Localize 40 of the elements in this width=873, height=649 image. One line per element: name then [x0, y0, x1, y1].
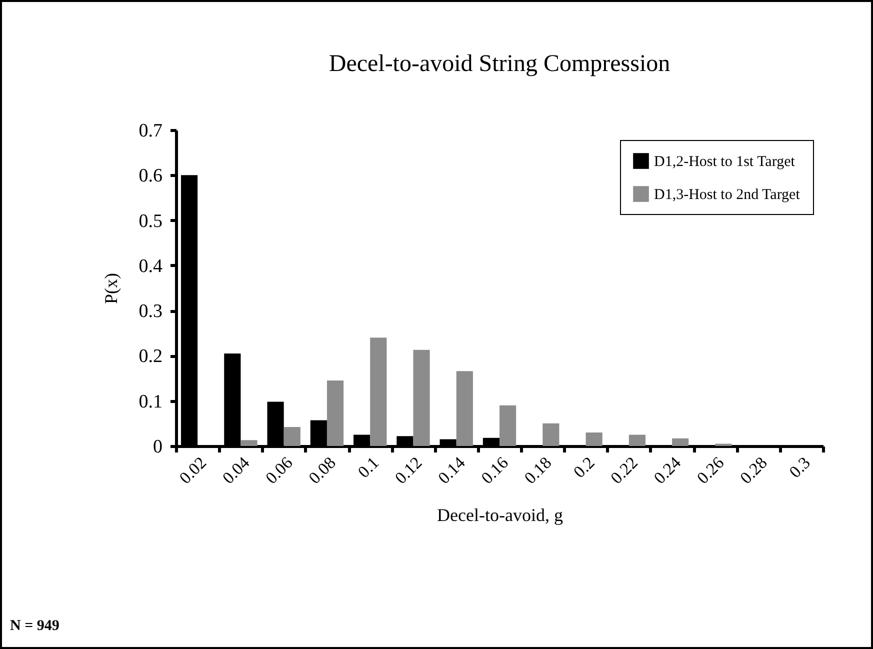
x-tick-label: 0.28	[736, 453, 771, 488]
chart-title: Decel-to-avoid String Compression	[328, 51, 670, 77]
x-tick-label: 0.08	[305, 453, 340, 488]
legend-label: D1,3-Host to 2nd Target	[654, 187, 801, 203]
x-tick-label: 0.2	[570, 453, 598, 482]
y-tick-label: 0.7	[138, 120, 162, 142]
y-tick-label: 0.6	[138, 166, 162, 187]
bar	[456, 371, 473, 446]
bar	[413, 350, 430, 446]
y-tick-label: 0.5	[138, 210, 162, 232]
bar	[500, 405, 516, 446]
x-tick-label: 0.22	[606, 453, 642, 488]
x-tick-label: 0.1	[354, 453, 383, 482]
bar	[586, 432, 602, 446]
y-tick-label: 0.4	[138, 256, 163, 277]
x-tick-label: 0.06	[262, 453, 296, 488]
bar	[370, 338, 387, 446]
x-tick-label: 0.12	[391, 453, 426, 488]
x-tick-label: 0.04	[218, 452, 254, 488]
x-tick-label: 0.02	[176, 453, 210, 488]
y-tick-label: 0.2	[138, 346, 162, 368]
y-axis-title: P(x)	[100, 272, 121, 304]
bar	[240, 440, 258, 446]
x-tick-label: 0.3	[785, 453, 814, 482]
x-tick-label: 0.18	[520, 453, 556, 488]
bar	[672, 438, 689, 446]
y-tick-label: 0.1	[138, 391, 162, 412]
y-tick-label: 0	[153, 436, 162, 458]
x-tick-label: 0.24	[650, 452, 685, 488]
x-tick-label: 0.16	[478, 453, 512, 488]
x-tick-label: 0.14	[434, 452, 470, 488]
bar	[284, 427, 300, 446]
text: N = 949	[10, 618, 60, 635]
y-tick-label: 0.3	[138, 301, 162, 322]
x-tick-label: 0.26	[693, 453, 728, 488]
legend-label: D1,2-Host to 1st Target	[654, 154, 796, 170]
bar	[326, 380, 344, 446]
x-axis-title: Decel-to-avoid, g	[437, 504, 563, 525]
bar	[542, 423, 560, 446]
bar	[628, 434, 646, 446]
